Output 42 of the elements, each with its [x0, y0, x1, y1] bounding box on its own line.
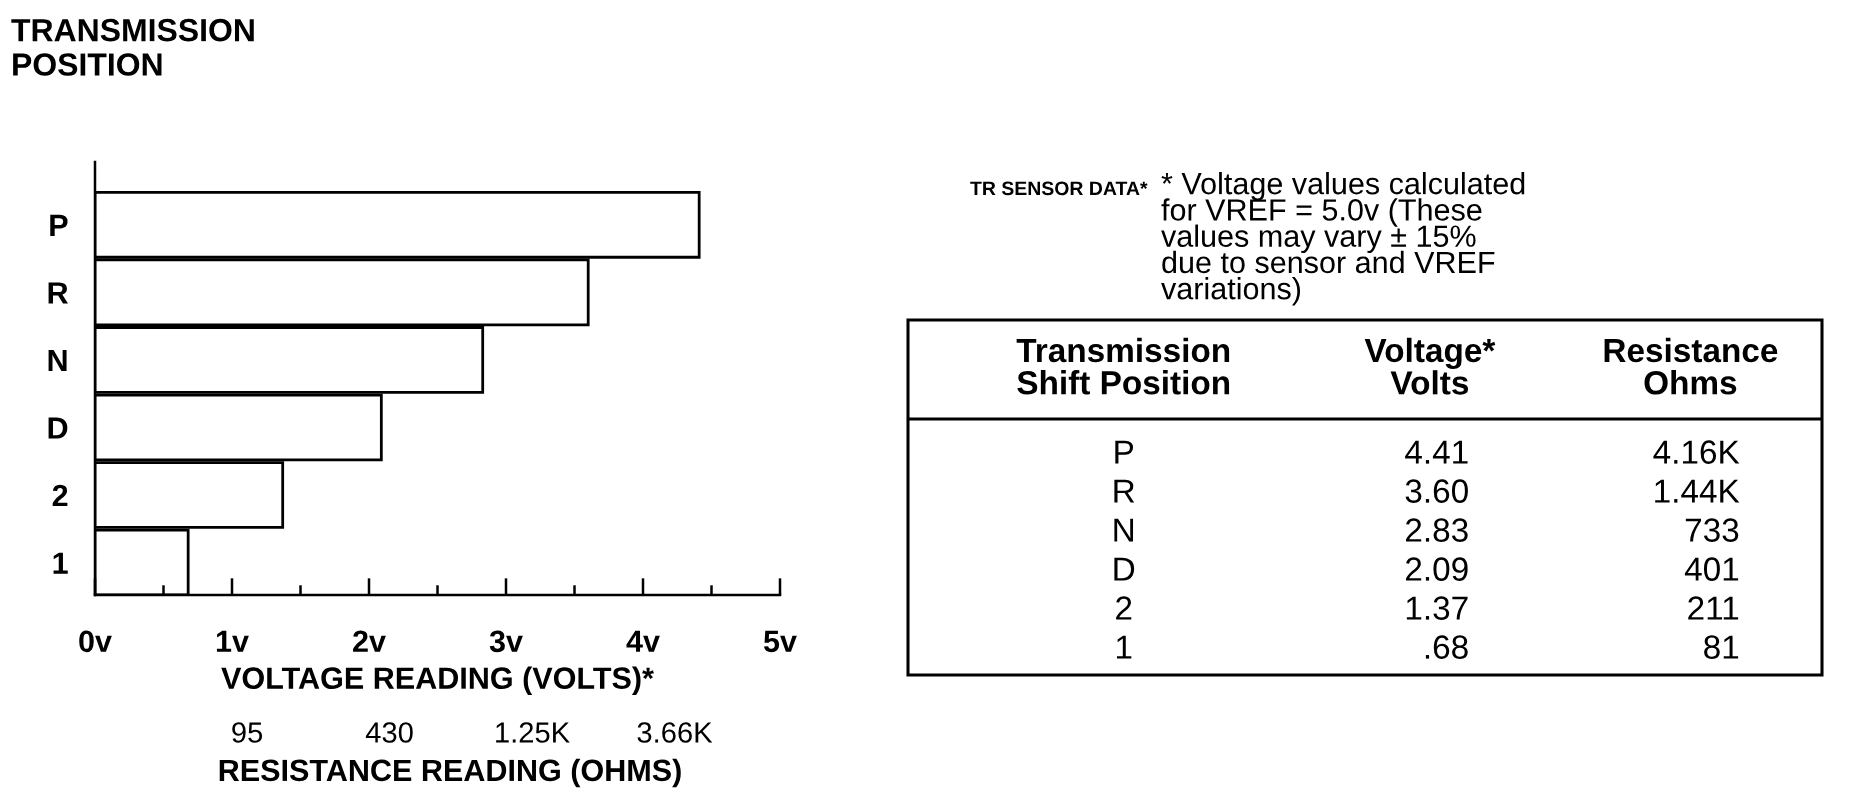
text: RESISTANCE READING (OHMS)	[219, 758, 681, 788]
text: Transmission Shift Position	[1016, 337, 1230, 395]
data-label: 2.09	[1406, 557, 1468, 581]
category-label: N	[1114, 518, 1134, 542]
text: * Voltage values calculated for VREF = 5.0v (These values may vary ± 15% due to sensor and VREF variations)	[1161, 172, 1525, 306]
y-tick-label: 2	[52, 484, 68, 507]
y-tick-label: P	[50, 214, 68, 236]
x-tick-label: 0v	[79, 630, 112, 653]
y-tick-label: R	[48, 282, 68, 304]
data-label: 401	[1684, 557, 1739, 581]
data-label: 1.44K	[1655, 479, 1740, 503]
data-label: .68	[1425, 635, 1468, 659]
category-label: 1	[1116, 635, 1132, 659]
data-label: 3.60	[1405, 479, 1468, 503]
x-tick-label: 5v	[763, 630, 797, 653]
data-label: 211	[1688, 596, 1739, 620]
y-axis-title: TRANSMISSION POSITION	[11, 18, 254, 76]
text: 3.66K	[637, 722, 713, 743]
text: Voltage* Volts	[1364, 337, 1496, 395]
category-label: D	[1114, 557, 1135, 581]
x-tick-label: 2v	[353, 630, 386, 652]
data-label: 1.37	[1406, 596, 1468, 620]
x-axis-title: VOLTAGE READING (VOLTS)*	[221, 666, 654, 696]
text: Resistance Ohms	[1604, 337, 1778, 395]
data-label: 2.83	[1406, 518, 1468, 542]
text: 430	[365, 722, 413, 743]
data-label: 4.16K	[1653, 440, 1740, 464]
category-label: R	[1114, 479, 1135, 503]
x-tick-label: 1v	[216, 630, 249, 652]
category-label: 2	[1116, 596, 1132, 620]
text: 95	[232, 722, 263, 743]
text: 1.25K	[496, 722, 570, 743]
y-tick-label: D	[48, 417, 68, 439]
x-tick-label: 3v	[489, 630, 523, 653]
data-label: 4.41	[1405, 440, 1468, 464]
y-tick-label: N	[48, 349, 67, 371]
category-label: P	[1115, 440, 1134, 464]
x-tick-label: 4v	[626, 630, 660, 652]
data-label: 733	[1685, 518, 1739, 542]
text: TR SENSOR DATA*	[970, 181, 1148, 196]
data-label: 81	[1704, 635, 1739, 659]
y-tick-label: 1	[53, 552, 68, 574]
